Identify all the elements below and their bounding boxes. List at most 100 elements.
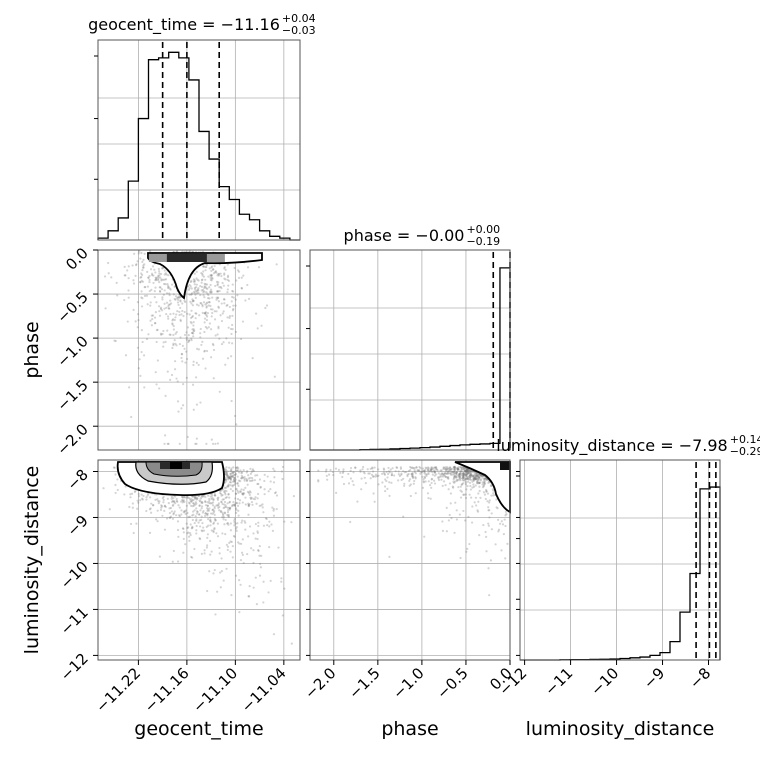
scatter-point [504, 557, 507, 560]
scatter-point [247, 297, 251, 300]
scatter-point [430, 468, 433, 471]
scatter-point [193, 497, 196, 500]
scatter-point [317, 480, 320, 483]
scatter-point [467, 477, 470, 480]
luminosity_distance-histogram-bin [710, 487, 720, 660]
scatter-point [265, 304, 269, 307]
scatter-point [389, 468, 392, 471]
scatter-point [221, 516, 224, 519]
scatter-point [198, 499, 201, 502]
scatter-point [223, 272, 226, 275]
marginal-title-text: geocent_time = −11.16 [88, 15, 280, 35]
scatter-point [195, 437, 198, 440]
scatter-point [184, 361, 187, 364]
scatter-point [349, 466, 353, 470]
scatter-point [174, 495, 177, 498]
scatter-point [243, 520, 246, 523]
scatter-point [463, 473, 466, 476]
scatter-point [395, 466, 398, 469]
scatter-point [139, 281, 142, 284]
scatter-point [215, 532, 218, 535]
scatter-point [464, 470, 467, 473]
scatter-point [425, 474, 428, 478]
scatter-point [461, 466, 465, 469]
scatter-point [225, 496, 228, 499]
scatter-point [178, 506, 181, 509]
scatter-point [502, 533, 505, 536]
scatter-point [220, 489, 223, 492]
scatter-point [213, 507, 216, 510]
scatter-point [449, 466, 452, 470]
scatter-point [429, 468, 433, 472]
scatter-point [163, 528, 167, 531]
x-tick-label: −2.0 [301, 664, 339, 702]
scatter-point [225, 489, 228, 493]
scatter-point [252, 561, 255, 565]
scatter-point [221, 498, 224, 501]
scatter-point [469, 475, 472, 478]
scatter-point [129, 496, 132, 499]
scatter-point [222, 284, 225, 287]
scatter-point [476, 480, 479, 483]
scatter-point [186, 435, 189, 439]
scatter-point [402, 477, 405, 480]
scatter-point [193, 279, 196, 282]
scatter-point [124, 354, 128, 357]
scatter-point [189, 280, 192, 284]
scatter-point [475, 481, 479, 484]
scatter-point [457, 467, 460, 470]
scatter-point [500, 520, 503, 523]
scatter-point [188, 501, 191, 504]
scatter-point [191, 300, 194, 303]
scatter-point [478, 481, 481, 485]
x-tick-label: −0.5 [433, 664, 471, 702]
scatter-point [196, 278, 199, 281]
scatter-point [414, 472, 417, 475]
scatter-point [174, 332, 177, 335]
scatter-point [463, 469, 466, 472]
scatter-point [209, 502, 212, 505]
scatter-point [190, 279, 193, 283]
scatter-point [175, 377, 178, 380]
scatter-point [200, 507, 203, 510]
scatter-point [212, 498, 215, 502]
scatter-point [184, 300, 187, 304]
scatter-point [164, 434, 167, 437]
scatter-point [205, 305, 208, 308]
scatter-point [132, 279, 135, 282]
phase-histogram-bin [500, 268, 510, 450]
scatter-point [179, 299, 182, 302]
scatter-point [265, 517, 268, 521]
scatter-point [150, 314, 153, 317]
scatter-point [226, 288, 229, 291]
scatter-point [211, 504, 215, 507]
scatter-point [201, 311, 204, 315]
scatter-point [453, 465, 456, 469]
scatter-point [272, 509, 275, 512]
scatter-point [261, 503, 264, 506]
scatter-point [453, 531, 456, 534]
scatter-point [176, 520, 180, 523]
scatter-point [488, 594, 491, 597]
scatter-point [410, 466, 413, 469]
scatter-point [497, 530, 500, 533]
scatter-point [214, 613, 217, 616]
scatter-point [139, 276, 142, 279]
scatter-point [223, 486, 226, 489]
scatter-point [475, 477, 478, 480]
panel-frame [97, 459, 301, 661]
density-level [166, 254, 207, 262]
scatter-point [211, 494, 214, 497]
scatter-point [273, 491, 277, 495]
scatter-point [433, 469, 436, 472]
scatter-point [210, 315, 213, 318]
scatter-point [127, 289, 130, 292]
scatter-point [442, 466, 445, 469]
scatter-point [371, 470, 375, 473]
scatter-point [423, 469, 426, 473]
scatter-point [218, 505, 221, 508]
scatter-point [421, 469, 424, 472]
scatter-point [220, 557, 223, 560]
scatter-point [437, 478, 441, 482]
scatter-point [235, 279, 238, 282]
